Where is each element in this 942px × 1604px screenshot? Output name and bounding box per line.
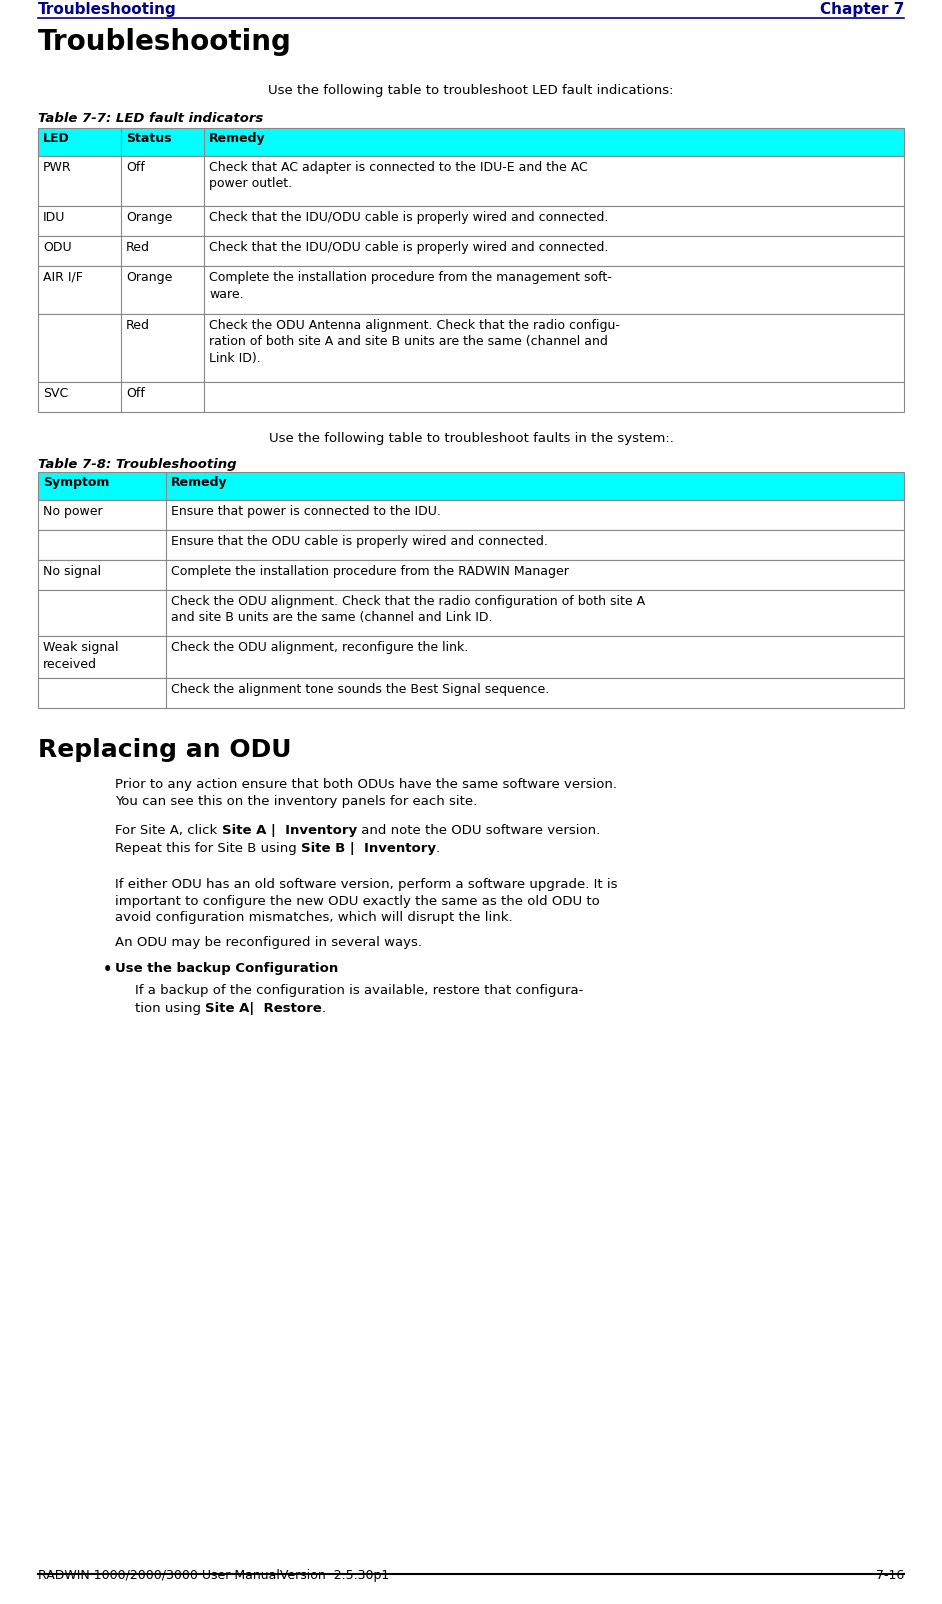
- Text: LED: LED: [43, 132, 70, 144]
- Text: PWR: PWR: [43, 160, 72, 173]
- Bar: [38, 236, 904, 266]
- Text: Check the ODU alignment. Check that the radio configuration of both site A
and s: Check the ODU alignment. Check that the …: [171, 595, 645, 624]
- Text: Complete the installation procedure from the management soft-
ware.: Complete the installation procedure from…: [209, 271, 612, 300]
- Text: Use the backup Configuration: Use the backup Configuration: [115, 962, 338, 975]
- Text: Red: Red: [126, 241, 150, 253]
- Text: Replacing an ODU: Replacing an ODU: [38, 738, 291, 762]
- Text: ODU: ODU: [43, 241, 72, 253]
- Text: Off: Off: [126, 160, 145, 173]
- Text: Check that the IDU/ODU cable is properly wired and connected.: Check that the IDU/ODU cable is properly…: [209, 212, 609, 225]
- Text: tion using: tion using: [135, 1002, 205, 1015]
- Text: IDU: IDU: [43, 212, 65, 225]
- Bar: [38, 637, 904, 678]
- Text: Weak signal
received: Weak signal received: [43, 642, 119, 670]
- Text: Troubleshooting: Troubleshooting: [38, 27, 292, 56]
- Bar: [38, 205, 904, 236]
- Text: Symptom: Symptom: [43, 476, 109, 489]
- Bar: [38, 590, 904, 637]
- Text: Off: Off: [126, 387, 145, 399]
- Text: Prior to any action ensure that both ODUs have the same software version.
You ca: Prior to any action ensure that both ODU…: [115, 778, 617, 807]
- Text: 7-16: 7-16: [876, 1569, 904, 1582]
- Text: RADWIN 1000/2000/3000 User ManualVersion  2.5.30p1: RADWIN 1000/2000/3000 User ManualVersion…: [38, 1569, 389, 1582]
- Text: Site A|  Restore: Site A| Restore: [205, 1002, 322, 1015]
- Bar: [38, 500, 904, 529]
- Text: Check the ODU Antenna alignment. Check that the radio configu-
ration of both si: Check the ODU Antenna alignment. Check t…: [209, 319, 620, 366]
- Text: Check that AC adapter is connected to the IDU-E and the AC
power outlet.: Check that AC adapter is connected to th…: [209, 160, 588, 191]
- Text: If either ODU has an old software version, perform a software upgrade. It is
imp: If either ODU has an old software versio…: [115, 877, 618, 924]
- Bar: [38, 266, 904, 314]
- Text: AIR I/F: AIR I/F: [43, 271, 83, 284]
- Text: Use the following table to troubleshoot LED fault indications:: Use the following table to troubleshoot …: [268, 83, 674, 96]
- Text: Red: Red: [126, 319, 150, 332]
- Bar: [38, 128, 904, 156]
- Text: For Site A, click: For Site A, click: [115, 824, 221, 837]
- Text: Ensure that power is connected to the IDU.: Ensure that power is connected to the ID…: [171, 505, 441, 518]
- Text: Complete the installation procedure from the RADWIN Manager: Complete the installation procedure from…: [171, 565, 569, 577]
- Text: .: .: [436, 842, 440, 855]
- Text: Repeat this for Site B using: Repeat this for Site B using: [115, 842, 301, 855]
- Text: Ensure that the ODU cable is properly wired and connected.: Ensure that the ODU cable is properly wi…: [171, 536, 548, 549]
- Text: Check the alignment tone sounds the Best Signal sequence.: Check the alignment tone sounds the Best…: [171, 683, 549, 696]
- Text: Status: Status: [126, 132, 171, 144]
- Bar: [38, 560, 904, 590]
- Text: No signal: No signal: [43, 565, 101, 577]
- Bar: [38, 472, 904, 500]
- Text: An ODU may be reconfigured in several ways.: An ODU may be reconfigured in several wa…: [115, 937, 422, 950]
- Text: Troubleshooting: Troubleshooting: [38, 2, 177, 18]
- Bar: [38, 156, 904, 205]
- Text: Table 7-8: Troubleshooting: Table 7-8: Troubleshooting: [38, 459, 236, 472]
- Text: Chapter 7: Chapter 7: [820, 2, 904, 18]
- Text: Site B |  Inventory: Site B | Inventory: [301, 842, 436, 855]
- Text: Remedy: Remedy: [171, 476, 228, 489]
- Text: Orange: Orange: [126, 271, 172, 284]
- Text: Check the ODU alignment, reconfigure the link.: Check the ODU alignment, reconfigure the…: [171, 642, 468, 654]
- Text: and note the ODU software version.: and note the ODU software version.: [357, 824, 600, 837]
- Bar: [38, 382, 904, 412]
- Text: Remedy: Remedy: [209, 132, 266, 144]
- Text: Table 7-7: LED fault indicators: Table 7-7: LED fault indicators: [38, 112, 263, 125]
- Text: SVC: SVC: [43, 387, 68, 399]
- Text: .: .: [322, 1002, 326, 1015]
- Text: If a backup of the configuration is available, restore that configura-: If a backup of the configuration is avai…: [135, 983, 583, 998]
- Text: Orange: Orange: [126, 212, 172, 225]
- Text: Use the following table to troubleshoot faults in the system:.: Use the following table to troubleshoot …: [268, 431, 674, 444]
- Text: No power: No power: [43, 505, 103, 518]
- Text: •: •: [103, 962, 112, 977]
- Text: Site A |  Inventory: Site A | Inventory: [221, 824, 357, 837]
- Text: Check that the IDU/ODU cable is properly wired and connected.: Check that the IDU/ODU cable is properly…: [209, 241, 609, 253]
- Bar: [38, 529, 904, 560]
- Bar: [38, 678, 904, 707]
- Bar: [38, 314, 904, 382]
